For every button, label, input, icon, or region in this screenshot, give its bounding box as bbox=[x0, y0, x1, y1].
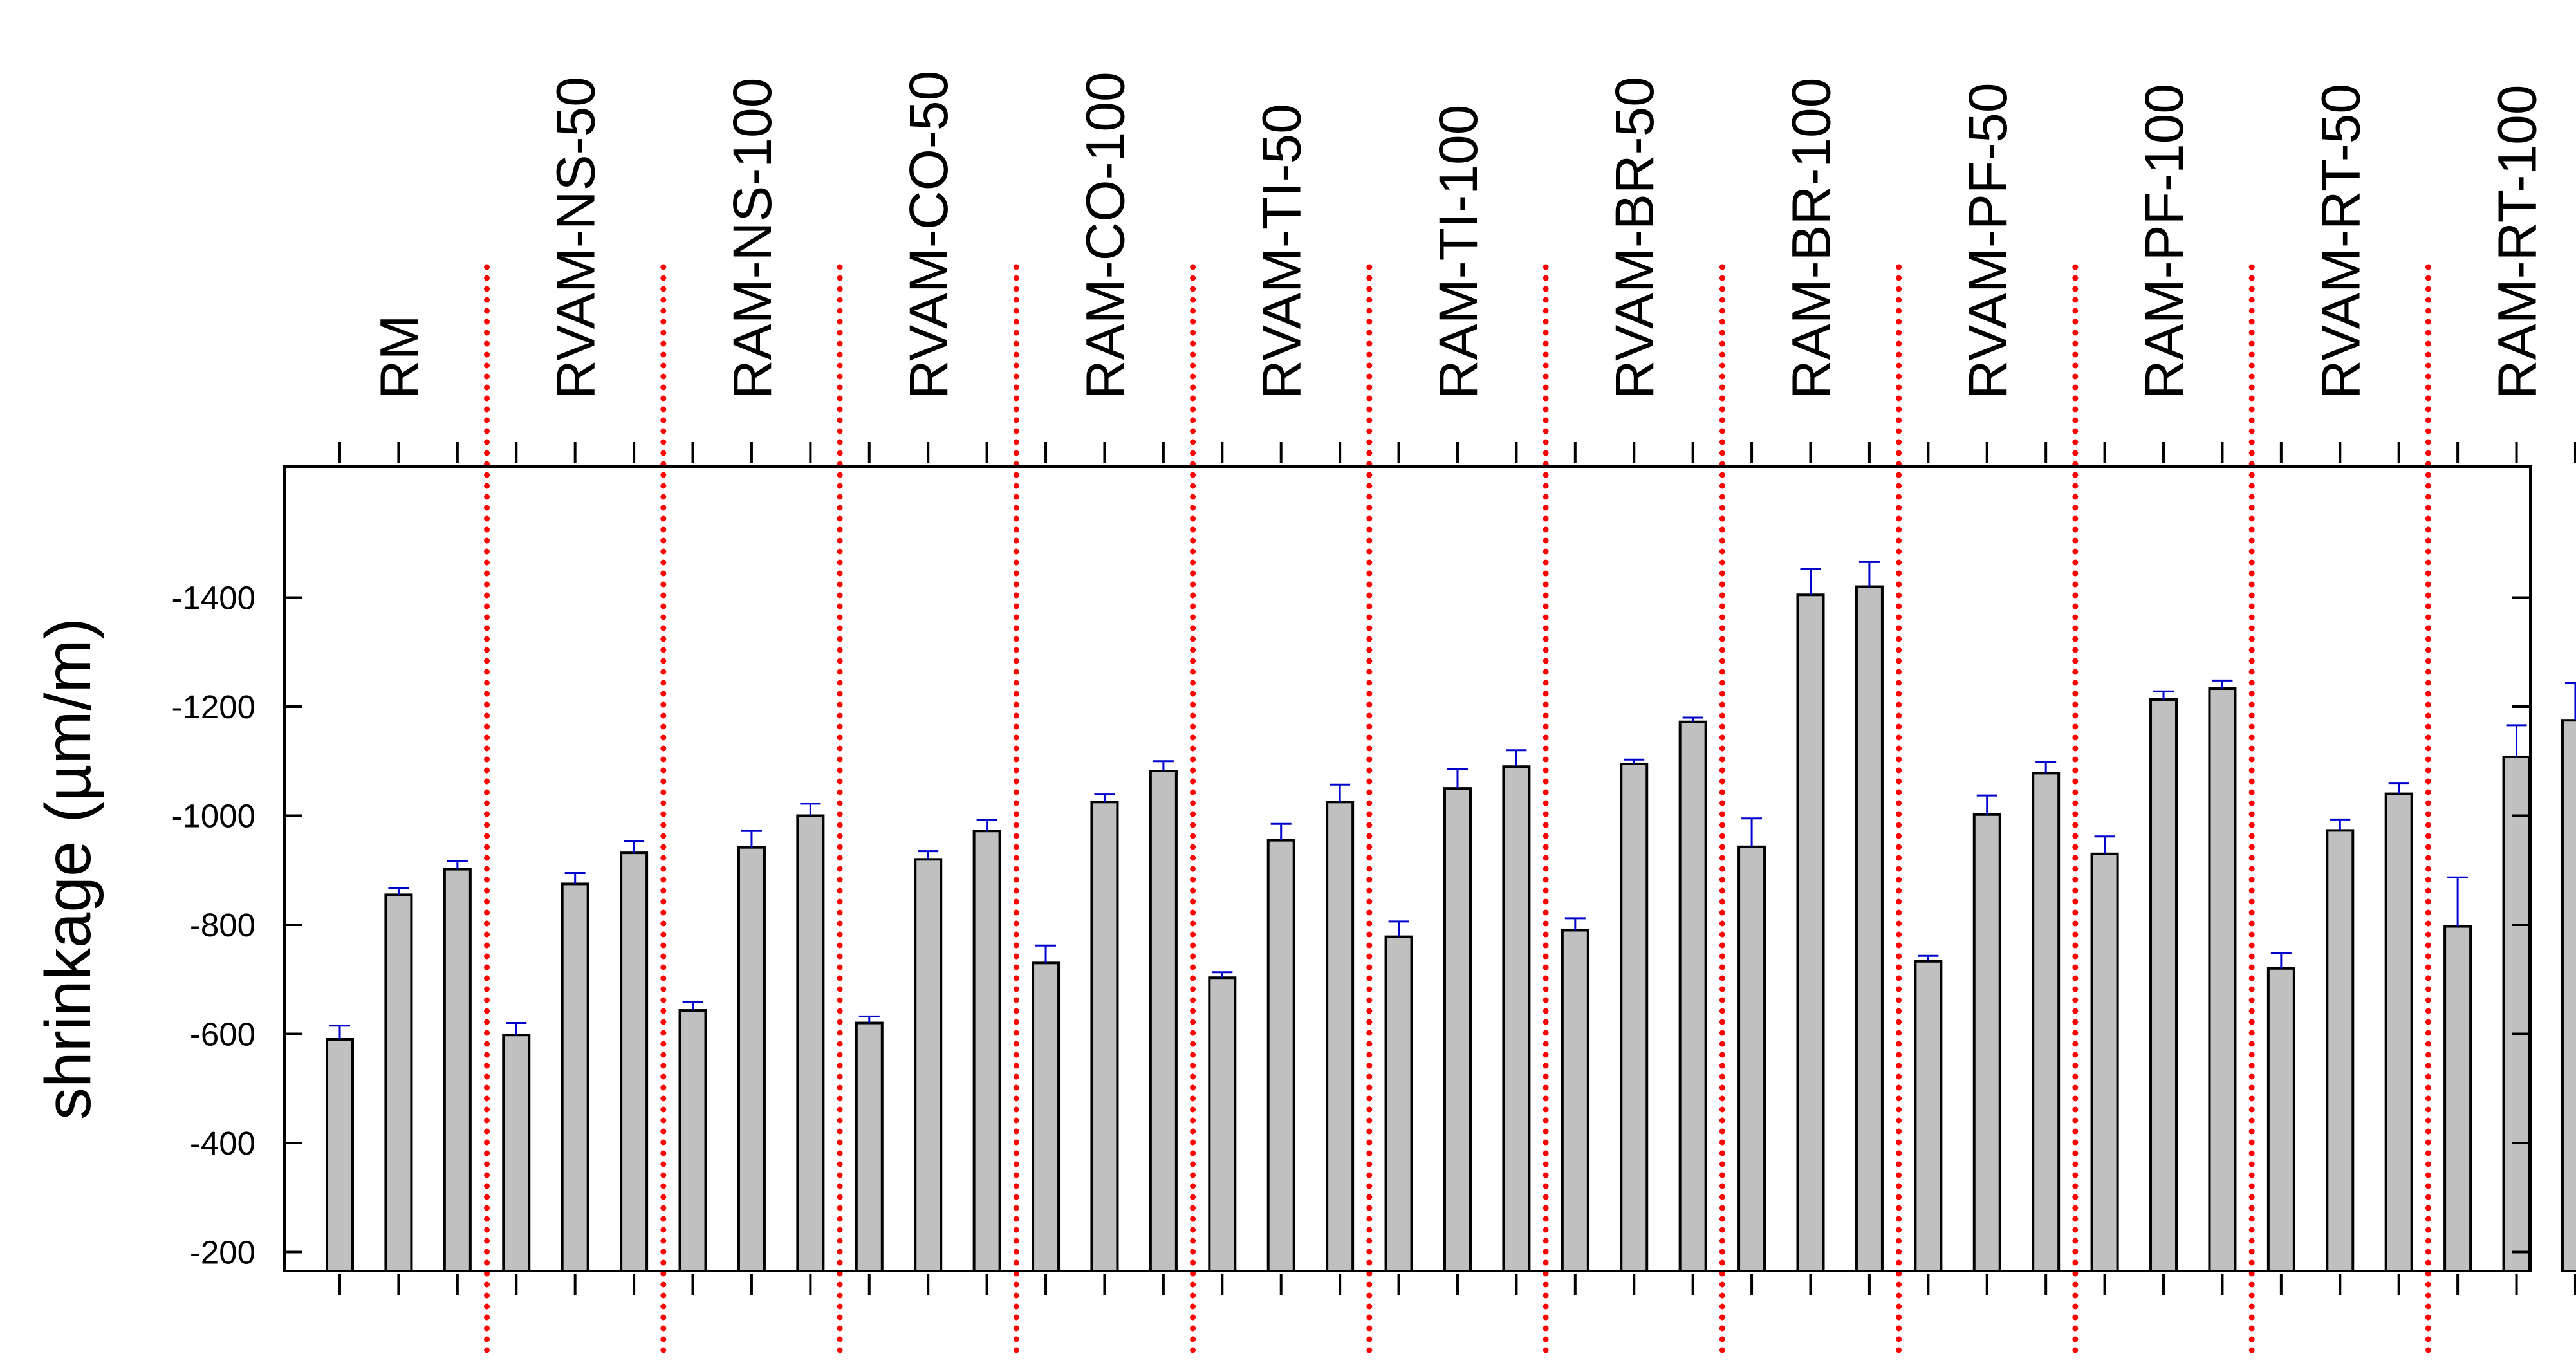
bar bbox=[972, 830, 1001, 1272]
axis-ticks bbox=[284, 442, 2576, 1295]
bar bbox=[1914, 960, 1943, 1272]
y-tick-labels: -200 -400 -600 -800 -1000 -1200 -1400 bbox=[172, 580, 255, 1271]
bar bbox=[1737, 845, 1766, 1272]
group-label: RVAM-CO-50 bbox=[898, 71, 959, 399]
group-label: RAM-RT-100 bbox=[2487, 84, 2548, 399]
group-separators bbox=[484, 264, 2431, 1364]
bar bbox=[1678, 720, 1707, 1272]
bar bbox=[561, 882, 589, 1272]
y-tick-label: -1200 bbox=[172, 689, 255, 725]
y-axis-title: shrinkage (µm/m) bbox=[32, 618, 104, 1120]
group-label: RAM-BR-100 bbox=[1781, 78, 1842, 399]
bars bbox=[326, 585, 2576, 1273]
bar bbox=[1443, 787, 1472, 1272]
bar bbox=[2032, 772, 2061, 1272]
error-bars bbox=[329, 561, 2576, 1039]
group-label: RVAM-NS-50 bbox=[546, 77, 606, 399]
bar bbox=[2208, 687, 2237, 1272]
bar bbox=[502, 1034, 531, 1272]
bar bbox=[2443, 925, 2472, 1272]
bar bbox=[737, 846, 766, 1272]
group-label: RAM-NS-100 bbox=[722, 78, 783, 399]
bar bbox=[1855, 585, 1884, 1272]
bar bbox=[326, 1037, 354, 1272]
bar bbox=[1561, 929, 1589, 1272]
bar bbox=[443, 868, 472, 1273]
bar bbox=[1384, 935, 1413, 1272]
bar bbox=[1149, 770, 1178, 1272]
bar bbox=[2561, 719, 2576, 1272]
bar bbox=[384, 893, 413, 1272]
y-tick-label: -800 bbox=[190, 907, 255, 943]
bar bbox=[2384, 792, 2413, 1272]
bar bbox=[1620, 762, 1649, 1273]
bar bbox=[1326, 801, 1355, 1272]
bar bbox=[796, 814, 825, 1272]
bar bbox=[2149, 698, 2178, 1273]
bar bbox=[678, 1009, 707, 1272]
y-tick-label: -600 bbox=[190, 1016, 255, 1053]
y-tick-label: -400 bbox=[190, 1125, 255, 1162]
group-label: RM bbox=[369, 315, 429, 399]
bar bbox=[1972, 813, 2001, 1273]
bar bbox=[620, 851, 649, 1272]
group-label: RAM-PF-100 bbox=[2134, 84, 2194, 399]
bar bbox=[2502, 755, 2531, 1272]
bar bbox=[1090, 801, 1119, 1272]
group-label: RAM-TI-100 bbox=[1428, 105, 1488, 399]
group-label: RVAM-PF-50 bbox=[1958, 82, 2018, 399]
bar bbox=[855, 1021, 884, 1273]
bar bbox=[1208, 976, 1237, 1273]
y-tick-label: -1400 bbox=[172, 580, 255, 617]
y-tick-label: -200 bbox=[190, 1234, 255, 1271]
bar bbox=[914, 858, 943, 1273]
group-label: RAM-CO-100 bbox=[1075, 71, 1135, 399]
y-tick-label: -1000 bbox=[172, 798, 255, 835]
group-labels: RM RVAM-NS-50 RAM-NS-100 RVAM-CO-50 RAM-CO-1… bbox=[369, 71, 2547, 399]
bar bbox=[2090, 852, 2119, 1272]
bar bbox=[1266, 839, 1295, 1272]
group-label: RVAM-TI-50 bbox=[1252, 104, 1312, 399]
bar bbox=[1032, 961, 1061, 1272]
group-label: RVAM-RT-50 bbox=[2310, 84, 2371, 399]
bar bbox=[2266, 967, 2295, 1273]
bar bbox=[2326, 829, 2355, 1272]
group-label: RVAM-BR-50 bbox=[1604, 77, 1665, 399]
bar bbox=[1796, 593, 1825, 1273]
bar bbox=[1502, 765, 1531, 1272]
